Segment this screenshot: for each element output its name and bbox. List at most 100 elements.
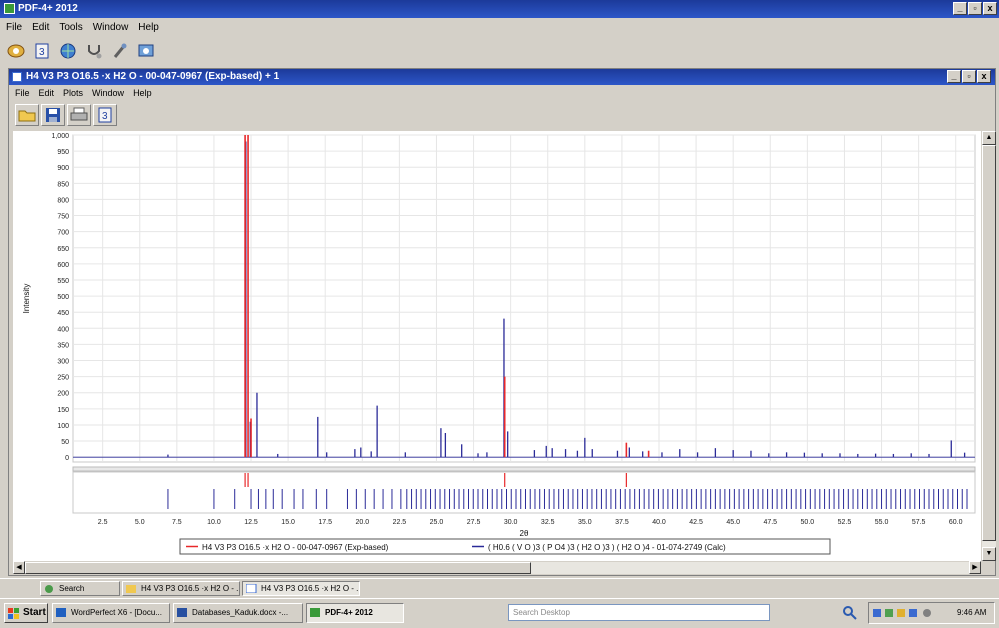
x-tick-label: 32.5 [541,519,555,526]
y-tick-label: 900 [57,165,69,172]
x-tick-label: 2.5 [98,519,108,526]
child-clipboard-icon[interactable]: 3 [93,104,117,126]
taskbar-pdf4[interactable]: PDF-4+ 2012 [306,603,404,623]
start-button[interactable]: Start [4,603,48,623]
menu-tools[interactable]: Tools [59,21,83,33]
scroll-left-icon[interactable]: ◀ [13,561,25,574]
legend-label-2: ( H0.6 ( V O )3 ( P O4 )3 ( H2 O )3 ) ( … [488,543,726,552]
clipboard-icon[interactable]: 3 [32,41,52,61]
menu-file[interactable]: File [6,21,23,33]
child-menu-file[interactable]: File [15,88,30,98]
search-tab-label: Search [59,584,85,593]
x-axis-label: 2θ [520,529,529,538]
child-menu-help[interactable]: Help [133,88,152,98]
y-tick-label: 800 [57,197,69,204]
tray-icons[interactable] [873,607,943,619]
restore-button[interactable]: ▫ [968,2,982,15]
start-label: Start [23,607,46,618]
app-toolbar: 3 [0,38,156,64]
pattern-tab-1-label: H4 V3 P3 O16.5 ·x H2 O - ... [141,584,240,593]
scroll-up-icon[interactable]: ▲ [982,131,996,145]
y-tick-label: 850 [57,181,69,188]
taskbar-word-doc[interactable]: Databases_Kaduk.docx -... [173,603,303,623]
y-tick-label: 750 [57,214,69,221]
x-tick-label: 7.5 [172,519,182,526]
app-menu-bar: File Edit Tools Window Help [0,20,159,34]
pattern-window: H4 V3 P3 O16.5 ·x H2 O - 00-047-0967 (Ex… [8,68,996,576]
stethoscope-icon[interactable] [84,41,104,61]
child-toolbar: 3 [9,102,117,128]
y-tick-label: 100 [57,423,69,430]
search-tab[interactable]: Search [40,581,120,596]
globe-icon[interactable] [58,41,78,61]
x-tick-label: 52.5 [838,519,852,526]
x-tick-label: 5.0 [135,519,145,526]
word-icon [177,608,187,617]
taskbar-wordperfect[interactable]: WordPerfect X6 - [Docu... [52,603,170,623]
x-tick-label: 10.0 [207,519,221,526]
svg-text:3: 3 [39,47,45,58]
diffraction-chart: 1,00095090085080075070065060055050045040… [22,133,976,555]
search-icon[interactable] [843,606,857,620]
y-tick-label: 950 [57,149,69,156]
y-tick-label: 50 [61,439,69,446]
menu-window[interactable]: Window [92,21,129,33]
save-icon[interactable] [41,104,65,126]
clock[interactable]: 9:46 AM [957,608,987,617]
y-tick-label: 0 [65,455,69,462]
y-tick-label: 650 [57,246,69,253]
pattern-tab-1[interactable]: H4 V3 P3 O16.5 ·x H2 O - ... [122,581,240,596]
svg-text:3: 3 [102,111,108,122]
clock-icon[interactable] [136,41,156,61]
pattern-separator [72,466,976,472]
desktop-search-input[interactable]: Search Desktop [508,604,770,621]
vertical-scroll-thumb[interactable] [982,145,996,541]
scroll-down-icon[interactable]: ▼ [982,547,996,561]
y-axis-label: Intensity [22,284,31,314]
minimize-button[interactable]: _ [953,2,967,15]
child-menu-window[interactable]: Window [92,88,125,98]
series-1-peaks [244,135,650,458]
child-window-controls: _ ▫ x [947,70,991,83]
search-db-icon[interactable] [6,41,26,61]
y-tick-label: 300 [57,359,69,366]
pipette-icon[interactable] [110,41,130,61]
legend-label-1: H4 V3 P3 O16.5 ·x H2 O - 00-047-0967 (Ex… [202,543,389,552]
taskbar-word-doc-label: Databases_Kaduk.docx -... [192,608,289,617]
horizontal-scroll-thumb[interactable] [25,562,531,574]
taskbar-pdf4-label: PDF-4+ 2012 [325,608,373,617]
child-restore-button[interactable]: ▫ [962,70,976,83]
y-tick-label: 250 [57,375,69,382]
x-tick-label: 20.0 [355,519,369,526]
child-menu-edit[interactable]: Edit [38,88,55,98]
child-minimize-button[interactable]: _ [947,70,961,83]
x-tick-label: 27.5 [467,519,481,526]
x-tick-label: 37.5 [615,519,629,526]
legend: H4 V3 P3 O16.5 ·x H2 O - 00-047-0967 (Ex… [179,538,831,555]
menu-help[interactable]: Help [138,21,159,33]
child-close-button[interactable]: x [977,70,991,83]
series-2-ref-ticks [167,489,968,509]
y-tick-label: 150 [57,407,69,414]
y-tick-label: 550 [57,278,69,285]
child-menu-plots[interactable]: Plots [63,88,84,98]
plot-window-icon [246,584,257,593]
x-tick-label: 57.5 [912,519,926,526]
vertical-scrollbar[interactable]: ▲ ▼ [982,131,996,561]
open-folder-icon[interactable] [15,104,39,126]
y-tick-label: 600 [57,262,69,269]
scroll-right-icon[interactable]: ▶ [969,561,981,574]
print-icon[interactable] [67,104,91,126]
horizontal-scrollbar[interactable]: ◀ ▶ [13,561,981,574]
pattern-tab-2[interactable]: H4 V3 P3 O16.5 ·x H2 O - ... [242,581,360,596]
plot-area[interactable]: 1,000 950 900 850 800 750 700 650 600 550 500 450 40… [13,131,981,561]
menu-edit[interactable]: Edit [32,21,50,33]
series-1-ref-ticks [244,473,627,487]
app-title: PDF-4+ 2012 [18,3,78,14]
plot-window-icon [12,72,22,82]
y-tick-label: 700 [57,230,69,237]
windows-logo-icon [8,608,19,619]
x-tick-label: 17.5 [318,519,332,526]
taskbar-wordperfect-label: WordPerfect X6 - [Docu... [71,608,162,617]
close-button[interactable]: x [983,2,997,15]
